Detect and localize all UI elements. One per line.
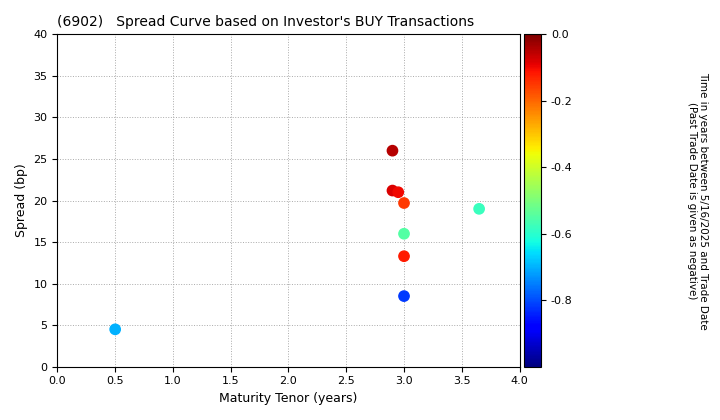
X-axis label: Maturity Tenor (years): Maturity Tenor (years) [220,392,358,405]
Point [398,231,410,237]
Text: (6902)   Spread Curve based on Investor's BUY Transactions: (6902) Spread Curve based on Investor's … [58,15,474,29]
Point [387,187,398,194]
Y-axis label: Spread (bp): Spread (bp) [15,164,28,237]
Point [398,200,410,206]
Point [398,253,410,260]
Point [398,293,410,299]
Point [473,205,485,212]
Point [392,189,404,196]
Point [109,326,121,333]
Point [387,147,398,154]
Y-axis label: Time in years between 5/16/2025 and Trade Date
(Past Trade Date is given as nega: Time in years between 5/16/2025 and Trad… [687,72,708,329]
